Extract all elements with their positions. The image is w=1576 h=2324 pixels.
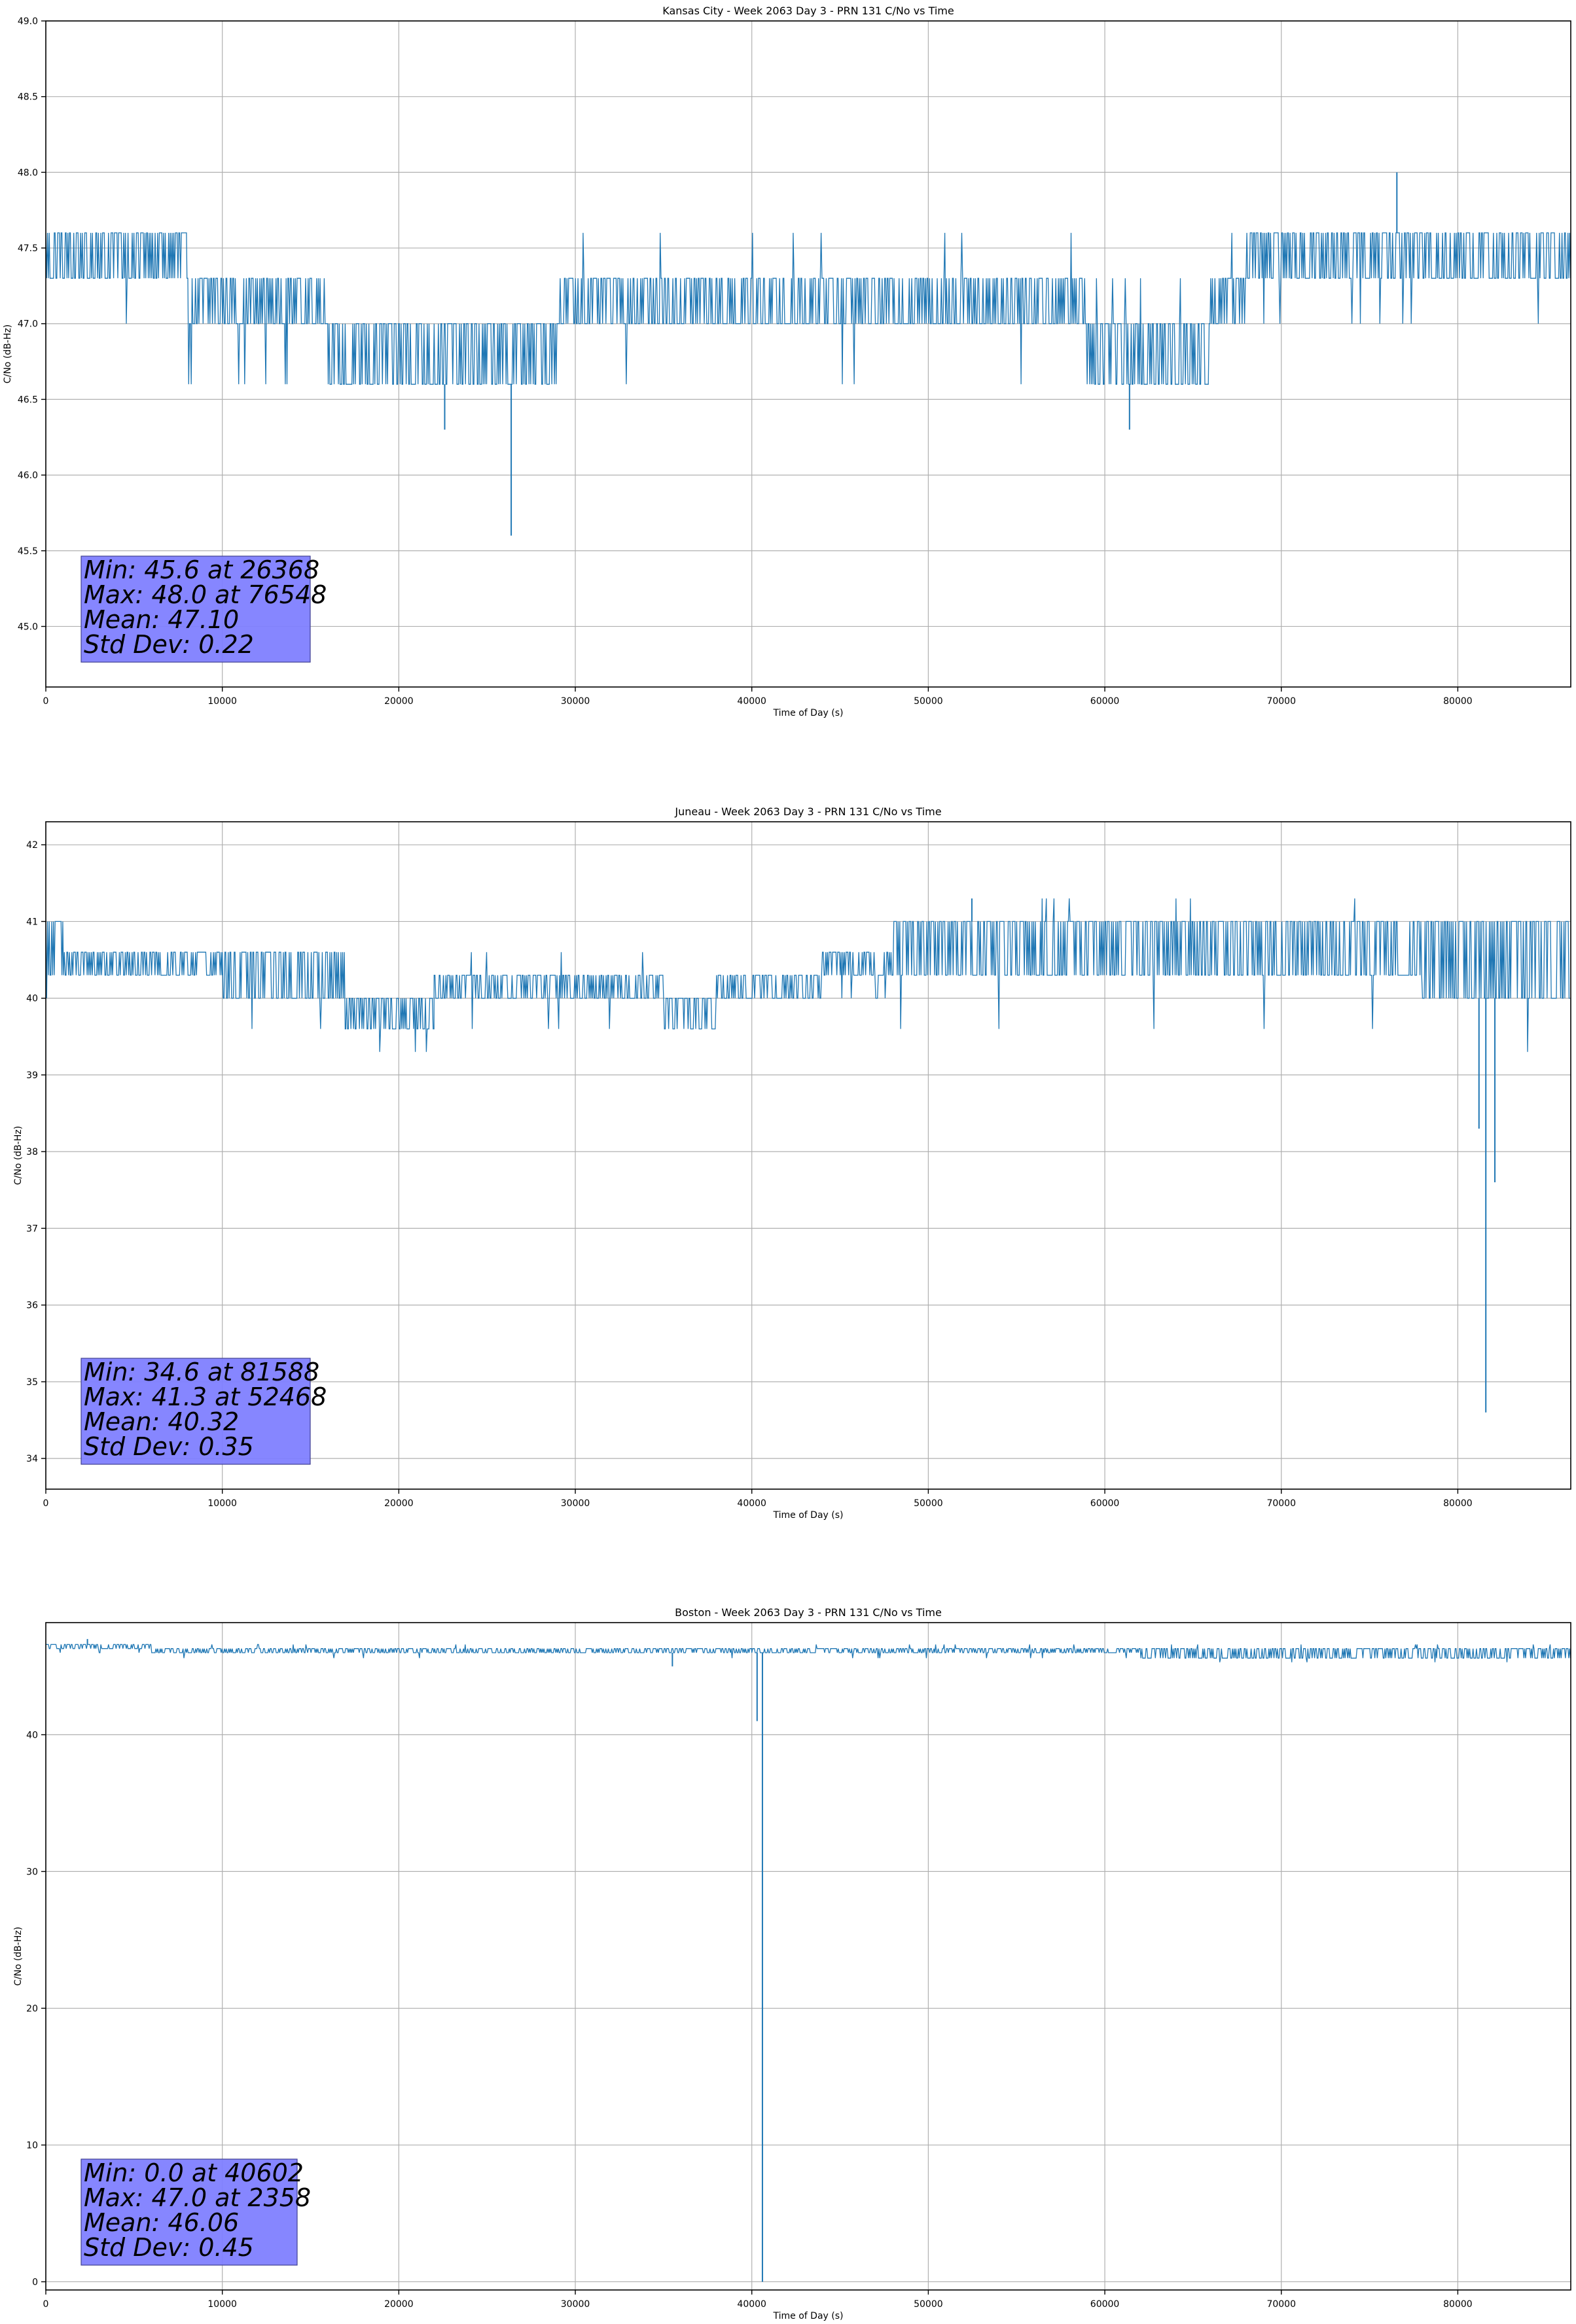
y-tick-label: 40 — [26, 994, 38, 1004]
y-tick-label: 47.0 — [18, 319, 38, 330]
stats-line: Mean: 47.10 — [84, 605, 239, 634]
x-tick-label: 0 — [43, 696, 49, 707]
y-tick-label: 46.5 — [18, 395, 38, 405]
y-axis-label: C/No (dB-Hz) — [13, 1927, 24, 1986]
chart-panel-3: 0 10000 20000 30000 40000 50000 60000 70000 8000… — [13, 1606, 1571, 2321]
y-tick-label: 45.0 — [18, 622, 38, 632]
chart-title: Kansas City - Week 2063 Day 3 - PRN 131 … — [662, 5, 954, 17]
stats-line: Min: 45.6 at 26368 — [84, 555, 319, 584]
y-tick-label: 48.0 — [18, 167, 38, 178]
x-tick-label: 50000 — [914, 1498, 943, 1509]
y-tick-label: 10 — [26, 2140, 38, 2151]
stats-line: Min: 0.0 at 40602 — [84, 2158, 304, 2187]
x-tick-label: 0 — [43, 1498, 49, 1509]
x-tick-label: 10000 — [207, 696, 237, 707]
series-line — [46, 1644, 1571, 1663]
grid-lines — [45, 822, 1571, 1489]
x-tick-label: 20000 — [384, 2299, 414, 2310]
y-tick-label: 36 — [26, 1301, 38, 1311]
x-tick-label: 30000 — [561, 2299, 590, 2310]
axes-frame — [45, 1622, 1571, 2291]
x-tick-label: 70000 — [1266, 696, 1296, 707]
stats-line: Std Dev: 0.22 — [84, 630, 254, 659]
x-tick-label: 40000 — [737, 1498, 766, 1509]
x-tick-label: 60000 — [1090, 696, 1120, 707]
stats-line: Max: 48.0 at 76548 — [84, 580, 327, 609]
x-tick-label: 30000 — [561, 696, 590, 707]
x-tick-label: 70000 — [1266, 2299, 1296, 2310]
stats-line: Max: 47.0 at 2358 — [84, 2183, 311, 2212]
y-tick-label: 49.0 — [18, 16, 38, 27]
y-tick-label: 34 — [26, 1454, 38, 1464]
stats-box-background — [81, 2158, 298, 2266]
x-tick-label: 60000 — [1090, 2299, 1120, 2310]
x-tick-label: 20000 — [384, 1498, 414, 1509]
stats-box-background — [81, 1358, 311, 1465]
y-tick-label: 42 — [26, 840, 38, 851]
x-tick-label: 80000 — [1443, 1498, 1473, 1509]
stats-line: Mean: 40.32 — [84, 1407, 239, 1436]
x-tick-label: 0 — [43, 2299, 49, 2310]
x-tick-label: 10000 — [207, 1498, 237, 1509]
axes-frame — [45, 20, 1571, 688]
x-tick-label: 70000 — [1266, 1498, 1296, 1509]
y-tick-label: 40 — [26, 1730, 38, 1740]
y-axis-label: C/No (dB-Hz) — [3, 325, 13, 383]
y-tick-label: 38 — [26, 1147, 38, 1157]
y-tick-label: 46.0 — [18, 470, 38, 481]
x-tick-label: 80000 — [1443, 696, 1473, 707]
stats-line: Mean: 46.06 — [84, 2208, 239, 2237]
y-tick-label: 20 — [26, 2003, 38, 2014]
y-tick-label: 30 — [26, 1867, 38, 1877]
x-tick-label: 20000 — [384, 696, 414, 707]
chart-title: Juneau - Week 2063 Day 3 - PRN 131 C/No … — [674, 805, 941, 818]
y-tick-label: 39 — [26, 1070, 38, 1081]
y-tick-label: 37 — [26, 1224, 38, 1234]
x-tick-label: 30000 — [561, 1498, 590, 1509]
stats-line: Min: 34.6 at 81588 — [84, 1358, 319, 1386]
x-tick-label: 40000 — [737, 2299, 766, 2310]
chart-panel-2: 0 10000 20000 30000 40000 50000 60000 70000 8000… — [13, 805, 1571, 1521]
stats-box-background — [81, 555, 311, 663]
y-tick-label: 41 — [26, 917, 38, 927]
chart-title: Boston - Week 2063 Day 3 - PRN 131 C/No … — [675, 1606, 942, 1619]
x-tick-label: 50000 — [914, 2299, 943, 2310]
x-axis-label: Time of Day (s) — [773, 1510, 844, 1521]
x-tick-label: 10000 — [207, 2299, 237, 2310]
y-tick-label: 35 — [26, 1377, 38, 1388]
chart-panel-1: 0 10000 20000 30000 40000 50000 60000 70000 8000… — [3, 5, 1571, 718]
axes-frame — [45, 821, 1571, 1490]
stats-line: Std Dev: 0.35 — [84, 1432, 254, 1461]
y-tick-label: 0 — [32, 2277, 38, 2287]
x-tick-label: 50000 — [914, 696, 943, 707]
y-axis-label: C/No (dB-Hz) — [13, 1126, 24, 1185]
series-line — [46, 232, 1571, 385]
x-tick-label: 60000 — [1090, 1498, 1120, 1509]
series-line — [46, 898, 1570, 1052]
stats-line: Max: 41.3 at 52468 — [84, 1382, 327, 1411]
x-tick-label: 80000 — [1443, 2299, 1473, 2310]
x-tick-label: 40000 — [737, 696, 766, 707]
y-tick-label: 45.5 — [18, 546, 38, 557]
stats-line: Std Dev: 0.45 — [84, 2233, 254, 2262]
x-axis-label: Time of Day (s) — [773, 708, 844, 718]
y-tick-label: 47.5 — [18, 243, 38, 254]
x-axis-label: Time of Day (s) — [773, 2311, 844, 2321]
y-tick-label: 48.5 — [18, 92, 38, 103]
